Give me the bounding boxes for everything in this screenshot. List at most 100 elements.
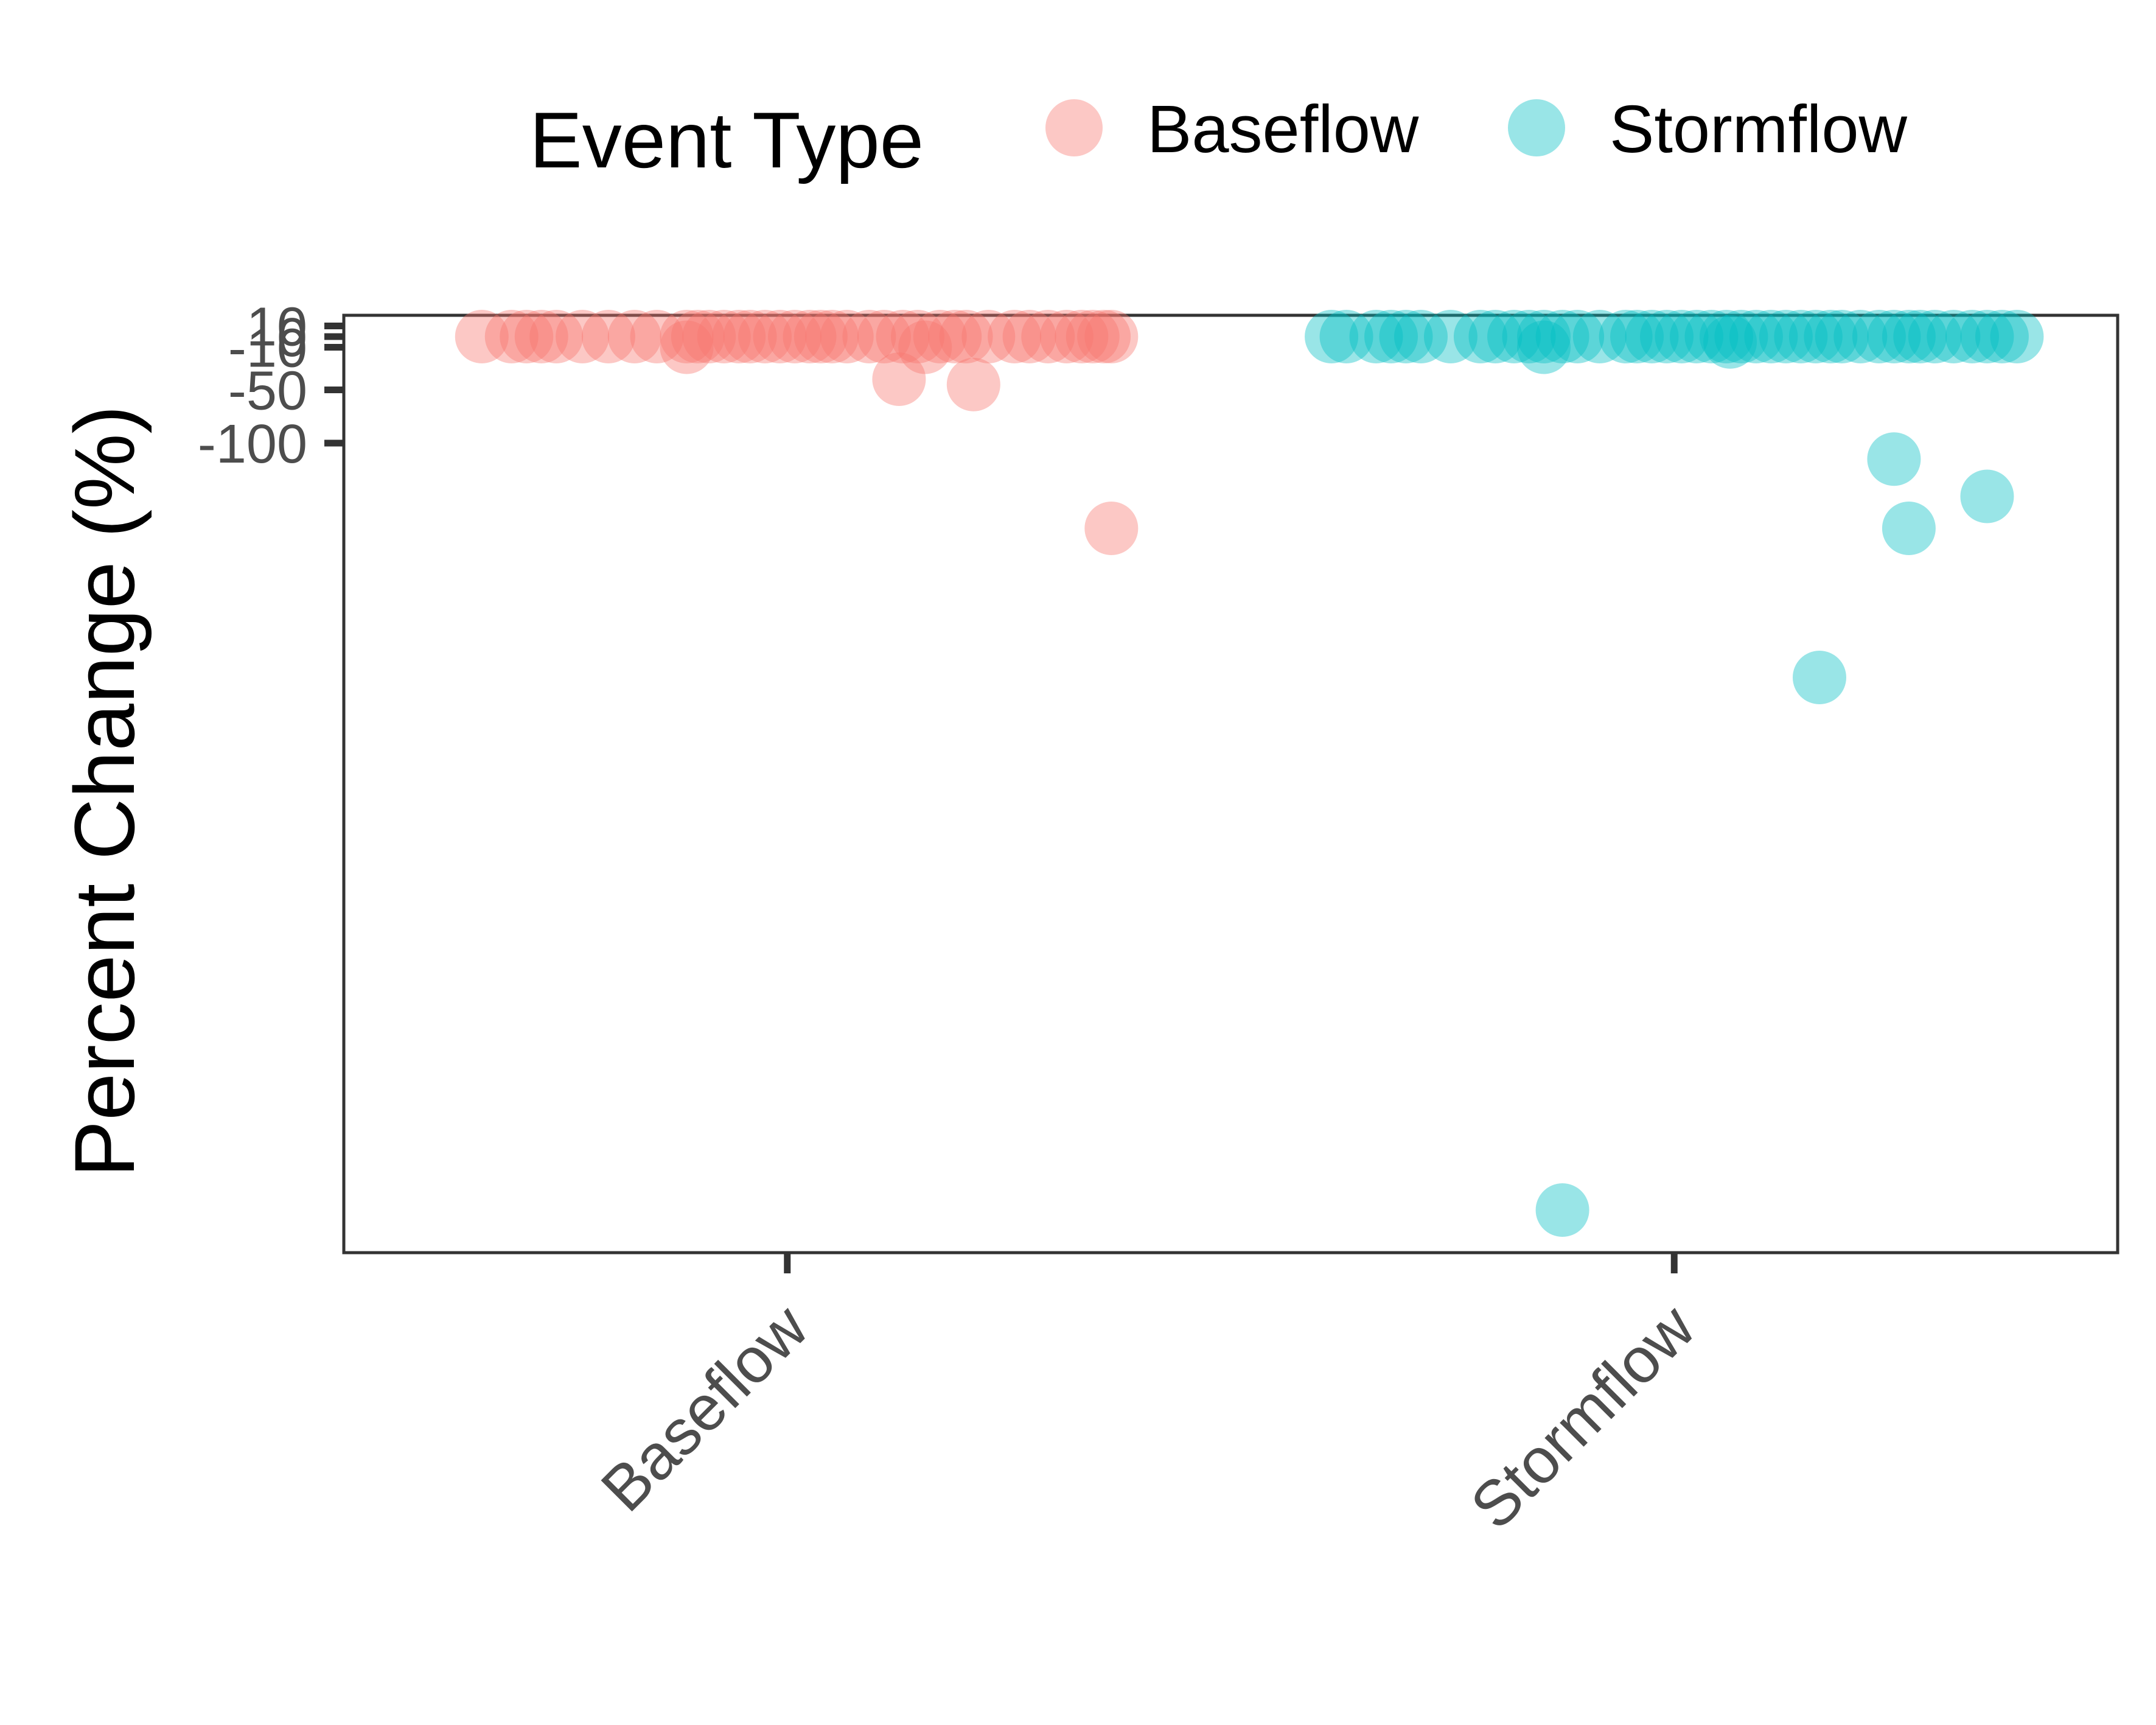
x-tick-label: Baseflow (588, 1291, 822, 1525)
data-point-stormflow (1893, 310, 1947, 363)
data-point-stormflow (1703, 315, 1757, 369)
data-point-stormflow (1516, 320, 1571, 374)
data-point-stormflow (1572, 310, 1627, 363)
data-point-baseflow (876, 310, 930, 363)
data-point-baseflow (872, 352, 926, 406)
data-point-stormflow (1502, 310, 1556, 363)
data-point-stormflow (1744, 310, 1798, 363)
data-point-stormflow (1990, 310, 2044, 363)
data-point-baseflow (514, 310, 568, 363)
data-point-stormflow (1625, 310, 1679, 363)
data-point-baseflow (1002, 310, 1056, 363)
data-point-baseflow (891, 310, 945, 363)
data-point-stormflow (1364, 310, 1418, 363)
data-point-baseflow (753, 310, 807, 363)
data-point-baseflow (1055, 310, 1109, 363)
legend-key-baseflow (1045, 99, 1103, 156)
data-point-stormflow (1684, 310, 1739, 363)
data-points (455, 310, 2044, 1237)
data-point-stormflow (1379, 310, 1433, 363)
x-axis: Baseflow Stormflow (588, 1253, 1709, 1542)
data-point-baseflow (1077, 310, 1131, 363)
data-point-baseflow (857, 310, 911, 363)
data-point-stormflow (1867, 310, 1921, 363)
data-point-baseflow (842, 310, 896, 363)
data-point-stormflow (1815, 310, 1869, 363)
data-point-baseflow (529, 310, 584, 363)
data-point-stormflow (1833, 310, 1888, 363)
data-point-baseflow (1066, 310, 1120, 363)
data-point-stormflow (1640, 310, 1694, 363)
data-point-baseflow (1084, 310, 1139, 363)
data-point-stormflow (1305, 310, 1359, 363)
data-point-baseflow (820, 310, 874, 363)
plot-panel (342, 313, 2119, 1254)
data-point-stormflow (1319, 310, 1373, 363)
data-point-baseflow (738, 310, 792, 363)
data-point-stormflow (1423, 310, 1477, 363)
data-point-stormflow (1655, 310, 1709, 363)
data-point-stormflow (1882, 310, 1936, 363)
data-point-baseflow (500, 310, 554, 363)
legend: Event Type Baseflow Stormflow (529, 92, 1908, 184)
data-point-stormflow (1551, 310, 1605, 363)
data-point-stormflow (1610, 310, 1664, 363)
data-point-baseflow (630, 310, 684, 363)
data-point-baseflow (1021, 310, 1075, 363)
data-point-stormflow (1516, 310, 1571, 363)
data-point-baseflow (581, 310, 635, 363)
data-point-stormflow (1927, 310, 1981, 363)
legend-key-stormflow (1508, 99, 1565, 156)
y-axis-label: Percent Change (%) (57, 405, 152, 1177)
legend-label-stormflow: Stormflow (1610, 92, 1908, 167)
data-point-baseflow (913, 310, 967, 363)
data-point-baseflow (556, 310, 610, 363)
x-tick-label: Stormflow (1457, 1291, 1709, 1543)
data-point-baseflow (682, 310, 736, 363)
data-point-stormflow (1535, 310, 1589, 363)
legend-title: Event Type (529, 96, 924, 184)
data-point-stormflow (1792, 651, 1846, 704)
data-point-stormflow (1908, 310, 1962, 363)
data-point-stormflow (1535, 1183, 1589, 1237)
data-point-stormflow (1788, 310, 1843, 363)
y-axis: 100-10-50-100 (198, 297, 344, 475)
data-point-stormflow (1882, 502, 1936, 555)
data-point-stormflow (1714, 310, 1768, 363)
legend-label-baseflow: Baseflow (1147, 92, 1419, 167)
data-point-stormflow (1394, 310, 1448, 363)
data-point-baseflow (660, 320, 714, 374)
data-point-baseflow (712, 310, 766, 363)
data-point-stormflow (1774, 310, 1828, 363)
data-point-stormflow (1975, 310, 2029, 363)
data-point-baseflow (946, 357, 1000, 411)
data-point-stormflow (1945, 310, 1999, 363)
data-point-stormflow (1759, 310, 1813, 363)
data-point-baseflow (1039, 310, 1094, 363)
data-point-stormflow (1699, 310, 1753, 363)
data-point-stormflow (1599, 310, 1653, 363)
data-point-stormflow (1487, 310, 1541, 363)
data-point-baseflow (961, 310, 1016, 363)
data-point-stormflow (1729, 310, 1783, 363)
y-tick-label: -50 (228, 361, 307, 422)
data-point-baseflow (455, 310, 509, 363)
data-point-baseflow (697, 310, 751, 363)
data-point-baseflow (939, 310, 993, 363)
data-point-baseflow (767, 310, 822, 363)
data-point-stormflow (1804, 310, 1858, 363)
data-point-baseflow (484, 310, 539, 363)
data-point-stormflow (1867, 432, 1921, 486)
data-point-stormflow (1349, 310, 1403, 363)
y-tick-label: -10 (228, 318, 307, 379)
data-point-stormflow (1960, 469, 2014, 523)
data-point-stormflow (1669, 310, 1723, 363)
data-point-baseflow (607, 310, 661, 363)
data-point-stormflow (1960, 310, 2014, 363)
y-tick-label: 0 (277, 307, 307, 368)
data-point-baseflow (794, 310, 848, 363)
data-point-baseflow (1084, 502, 1139, 555)
data-point-stormflow (1852, 310, 1906, 363)
data-point-baseflow (928, 310, 982, 363)
